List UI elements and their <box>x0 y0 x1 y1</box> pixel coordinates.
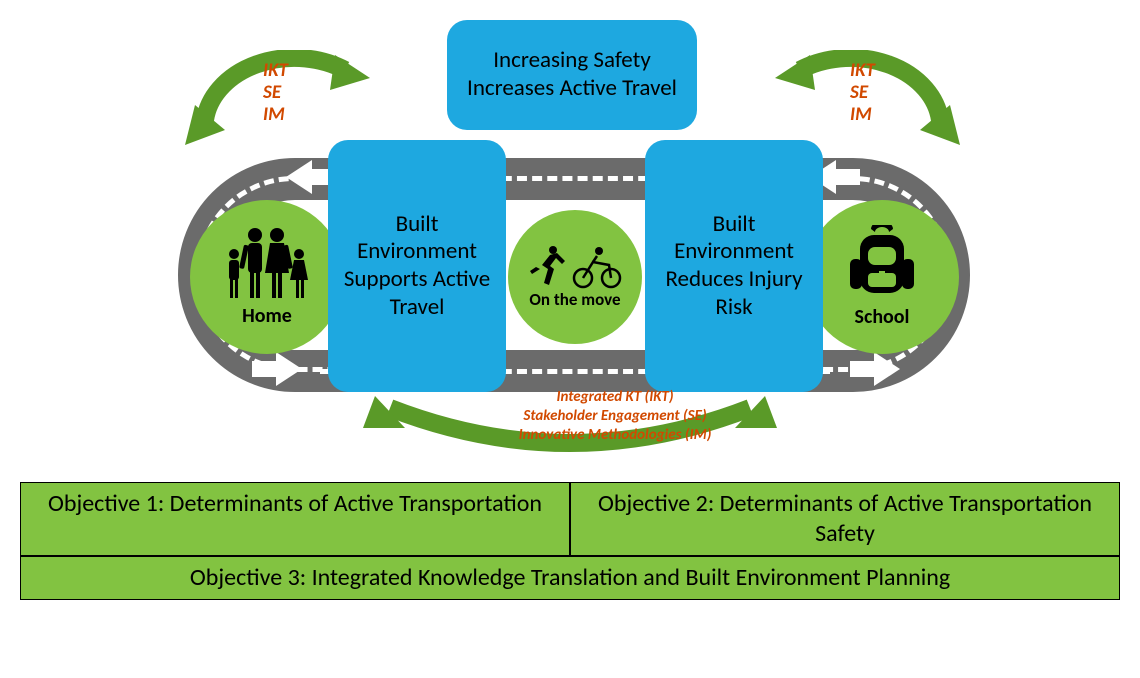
road-arrow-up-left <box>850 348 900 390</box>
top-blue-text: Increasing Safety Increases Active Trave… <box>457 47 687 102</box>
tags-right: IKT SE IM <box>850 60 875 126</box>
move-circle: On the move <box>508 210 642 344</box>
move-label: On the move <box>529 291 620 310</box>
right-blue-text: Built Environment Reduces Injury Risk <box>655 211 813 321</box>
objectives-row-1: Objective 1: Determinants of Active Tran… <box>20 482 1120 556</box>
tag-bottom-2: Innovative Methodologies (IM) <box>485 426 745 445</box>
tag-left-0: IKT <box>263 60 288 82</box>
tag-left-2: IM <box>263 104 288 126</box>
runner-icon <box>528 245 566 289</box>
left-blue-text: Built Environment Supports Active Travel <box>338 211 496 321</box>
tags-bottom: Integrated KT (IKT) Stakeholder Engageme… <box>485 388 745 444</box>
family-icon <box>221 226 313 304</box>
tag-bottom-0: Integrated KT (IKT) <box>485 388 745 407</box>
objectives-block: Objective 1: Determinants of Active Tran… <box>20 482 1120 600</box>
objective-2: Objective 2: Determinants of Active Tran… <box>570 482 1120 556</box>
top-blue-box: Increasing Safety Increases Active Trave… <box>447 20 697 130</box>
objectives-row-2: Objective 3: Integrated Knowledge Transl… <box>20 556 1120 600</box>
objective-1: Objective 1: Determinants of Active Tran… <box>20 482 570 556</box>
diagram-canvas: Home On the move School Increasing Safet… <box>0 0 1140 678</box>
tag-bottom-1: Stakeholder Engagement (SE) <box>485 407 745 426</box>
school-label: School <box>855 305 910 329</box>
tag-right-1: SE <box>850 82 875 104</box>
tags-left: IKT SE IM <box>263 60 288 126</box>
cyclist-icon <box>572 245 622 289</box>
backpack-icon <box>843 225 921 305</box>
home-circle: Home <box>190 200 344 354</box>
school-circle: School <box>805 200 959 354</box>
tag-left-1: SE <box>263 82 288 104</box>
tag-right-2: IM <box>850 104 875 126</box>
road-arrow-down-right <box>252 348 302 390</box>
tag-right-0: IKT <box>850 60 875 82</box>
objective-3: Objective 3: Integrated Knowledge Transl… <box>20 556 1120 600</box>
left-blue-box: Built Environment Supports Active Travel <box>328 140 506 392</box>
right-blue-box: Built Environment Reduces Injury Risk <box>645 140 823 392</box>
home-label: Home <box>242 304 292 328</box>
